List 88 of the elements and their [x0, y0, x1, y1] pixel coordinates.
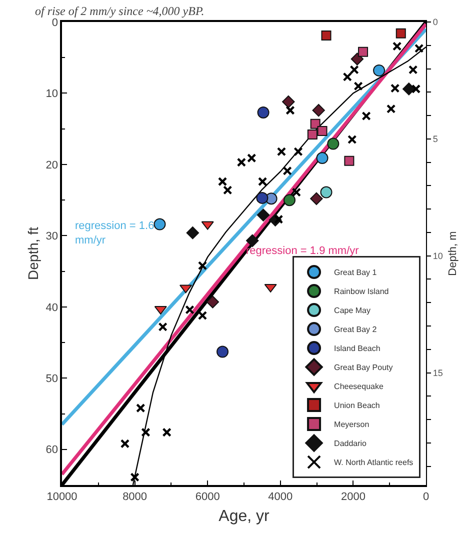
point [327, 138, 340, 150]
legend-label: Island Beach [334, 344, 380, 354]
point [206, 296, 220, 308]
point [198, 261, 208, 270]
legend-label: Great Bay Pouty [334, 363, 393, 372]
y-axis-title: Depth, ft [24, 226, 41, 280]
point [130, 472, 140, 482]
legend-label: Union Beach [334, 401, 380, 410]
point [258, 176, 268, 186]
point [358, 46, 368, 57]
point [216, 346, 229, 358]
point [411, 84, 421, 94]
point [396, 28, 406, 38]
point [276, 147, 286, 156]
point [350, 52, 364, 66]
legend-label: Cheesequake [334, 382, 384, 392]
y-tick-label: 10 [46, 88, 58, 100]
legend-label: Rainbow Island [334, 287, 389, 296]
legend-label: Great Bay 2 [334, 325, 378, 334]
point [282, 166, 292, 176]
legend-label: Great Bay 1 [334, 268, 378, 278]
x-tick-label: 10000 [46, 490, 78, 503]
point [350, 65, 359, 74]
legend-label: Daddario [334, 439, 368, 448]
point [286, 106, 295, 115]
y-tick-label: 0 [52, 16, 58, 29]
point [236, 158, 246, 167]
x-tick-label: 4000 [268, 490, 293, 503]
point [186, 226, 200, 240]
point [402, 82, 416, 96]
y2-tick-label: 10 [432, 250, 443, 261]
y2-tick-label: 15 [432, 368, 443, 378]
point [141, 428, 150, 437]
point [162, 428, 172, 437]
point [218, 176, 228, 186]
y2-tick-label: 5 [432, 134, 438, 144]
point [408, 65, 418, 74]
point [414, 44, 424, 53]
point [317, 126, 328, 136]
point [284, 194, 296, 206]
y-tick-label: 40 [46, 302, 58, 314]
point [223, 186, 232, 195]
point [310, 118, 320, 129]
annotation: regression = 1.6 mm/yr [75, 220, 154, 246]
point [390, 84, 400, 93]
point [344, 156, 354, 166]
point [256, 192, 268, 204]
x-tick-label: 6000 [195, 490, 220, 503]
point [154, 218, 166, 230]
point [136, 403, 146, 413]
x-tick-label: 8000 [122, 490, 148, 503]
point [321, 30, 332, 41]
point [185, 305, 194, 314]
point [294, 147, 303, 156]
point [342, 72, 352, 82]
y-tick-label: 20 [46, 159, 58, 172]
point [282, 95, 295, 108]
y2-axis-title: Depth, m [447, 231, 460, 276]
chart-title: of rise of 2 mm/y since ~4,000 yBP. [35, 4, 204, 18]
y-tick-label: 50 [46, 373, 58, 385]
y-tick-label: 60 [46, 444, 58, 456]
point [386, 104, 396, 114]
point [198, 310, 208, 320]
x-tick-label: 2000 [340, 490, 366, 503]
point [348, 134, 357, 144]
point [373, 64, 386, 76]
x-tick-label: 0 [422, 490, 430, 503]
annotation: regression = 1.9 mm/yr [246, 245, 360, 257]
point [316, 152, 328, 164]
point [247, 153, 256, 163]
point [256, 208, 270, 222]
point [320, 186, 332, 198]
point [392, 42, 402, 51]
point [292, 188, 302, 197]
x-axis-title: Age, yr [218, 508, 270, 526]
point [120, 439, 130, 448]
point [310, 192, 323, 205]
legend-label: W. North Atlantic reefs [334, 458, 414, 468]
point [312, 104, 325, 117]
point [307, 130, 318, 140]
y2-tick-label: 0 [432, 17, 438, 28]
legend-label: Cape May [334, 306, 371, 316]
point [158, 322, 168, 332]
point [354, 82, 363, 91]
point [257, 106, 270, 118]
point [362, 111, 371, 121]
legend-label: Meyerson [334, 420, 370, 430]
y-tick-label: 30 [46, 230, 58, 243]
